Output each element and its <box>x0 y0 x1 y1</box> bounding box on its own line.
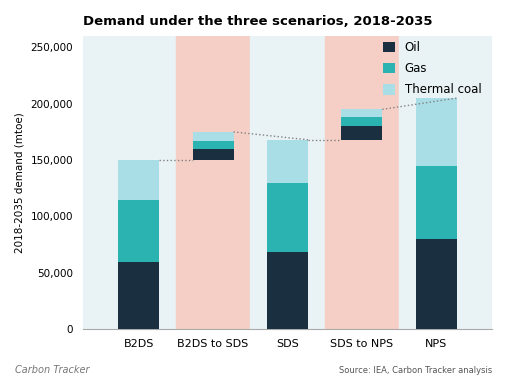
Bar <box>250 36 324 329</box>
Bar <box>416 166 457 239</box>
Bar <box>118 199 159 262</box>
Bar <box>118 160 159 199</box>
Bar <box>416 239 457 329</box>
Text: Carbon Tracker: Carbon Tracker <box>15 365 90 375</box>
Y-axis label: 2018-2035 demand (mtoe): 2018-2035 demand (mtoe) <box>15 112 25 253</box>
Text: Demand under the three scenarios, 2018-2035: Demand under the three scenarios, 2018-2… <box>83 15 432 28</box>
Bar <box>416 98 457 166</box>
Bar <box>267 140 308 183</box>
Bar <box>193 132 234 141</box>
Bar <box>399 36 474 329</box>
Bar <box>176 36 250 329</box>
Bar <box>193 141 234 149</box>
Text: Source: IEA, Carbon Tracker analysis: Source: IEA, Carbon Tracker analysis <box>339 366 492 375</box>
Bar <box>193 149 234 160</box>
Bar <box>324 36 399 329</box>
Legend: Oil, Gas, Thermal coal: Oil, Gas, Thermal coal <box>379 36 486 101</box>
Bar <box>341 110 382 117</box>
Bar <box>341 117 382 126</box>
Bar <box>267 252 308 329</box>
Bar <box>341 126 382 140</box>
Bar <box>267 183 308 252</box>
Bar <box>118 262 159 329</box>
Bar <box>101 36 176 329</box>
